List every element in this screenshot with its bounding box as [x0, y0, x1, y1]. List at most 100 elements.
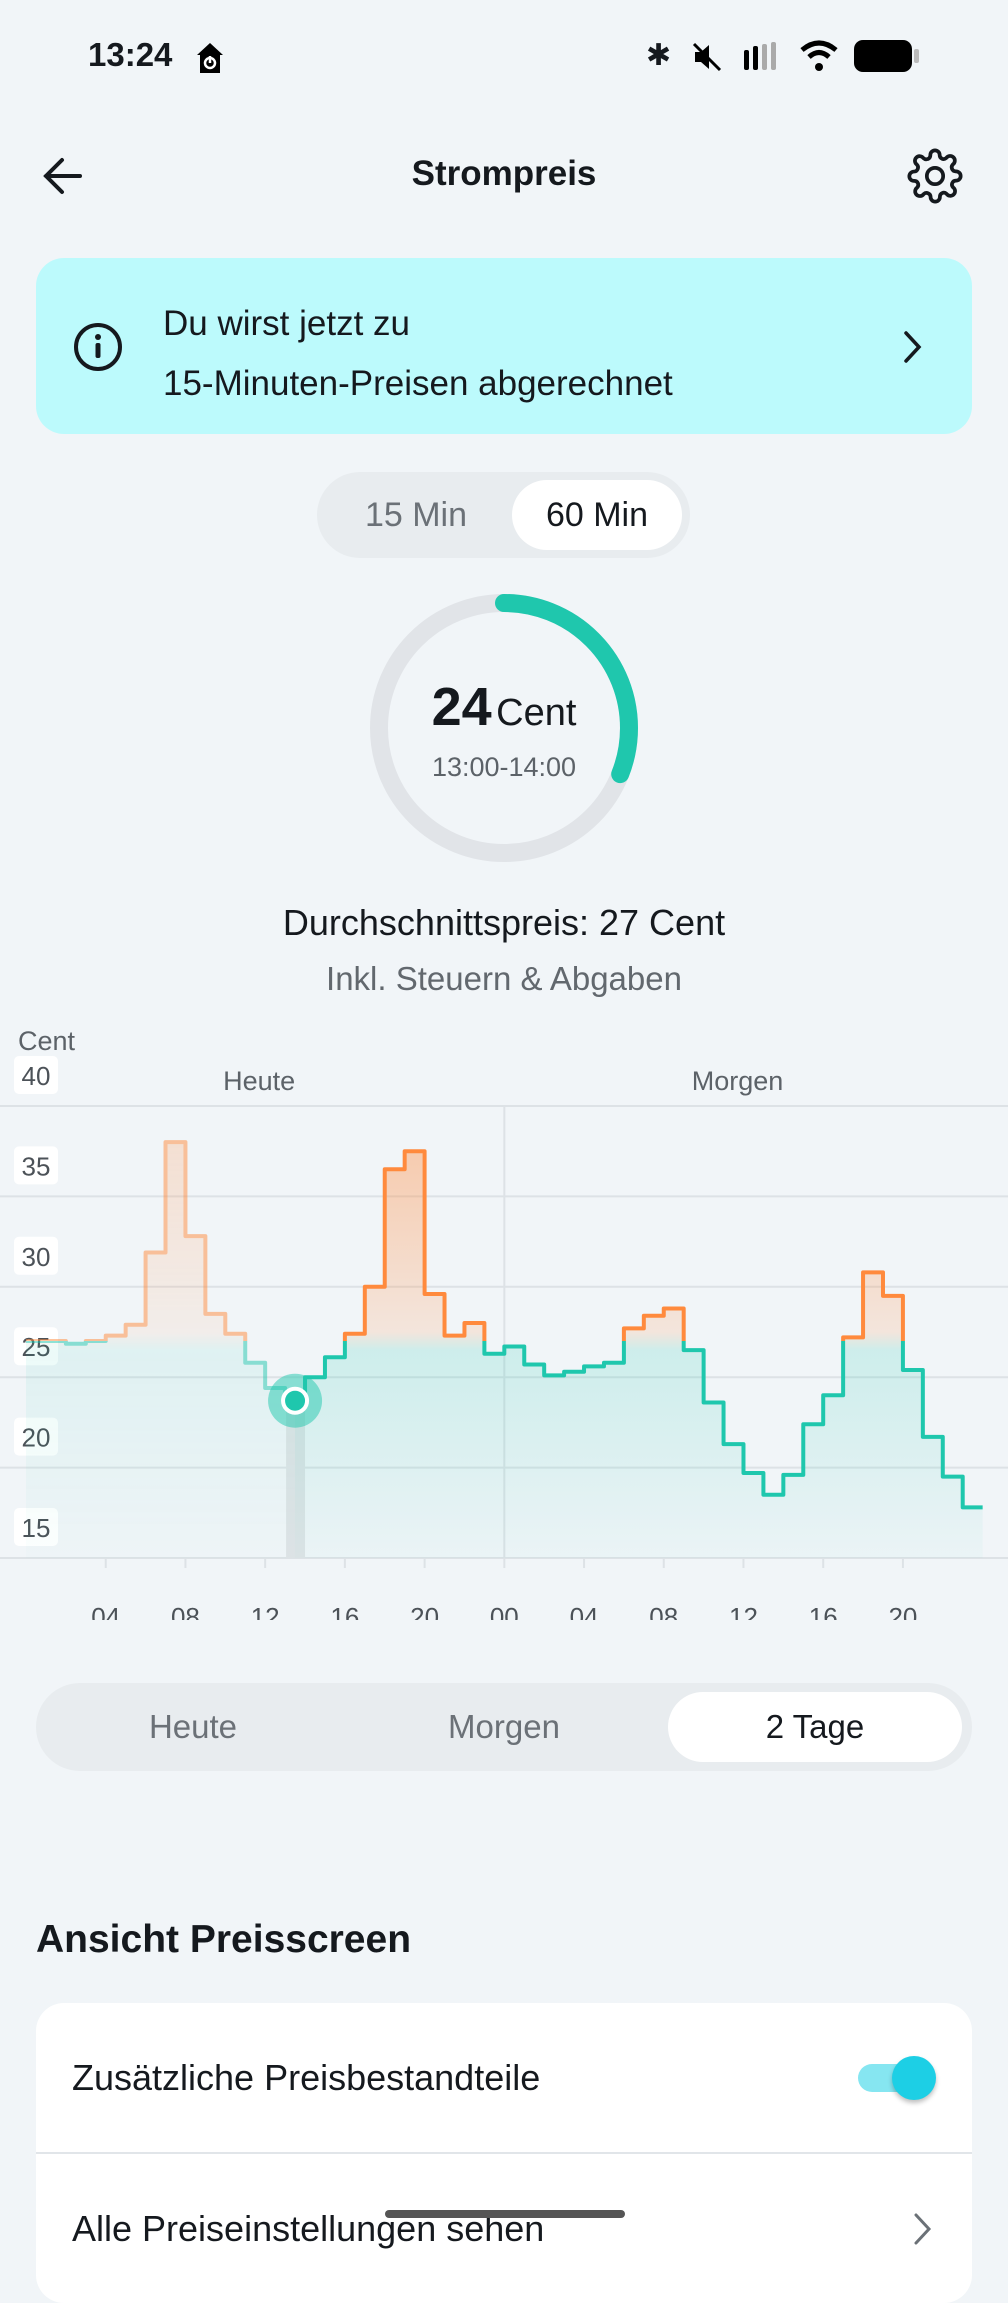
- price-point: [185, 1233, 205, 1239]
- price-point: [743, 1470, 763, 1476]
- tab-morgen[interactable]: Morgen: [448, 1708, 560, 1745]
- info-icon: [74, 323, 122, 371]
- price-point: [943, 1474, 963, 1480]
- row-all-price-settings[interactable]: Alle Preiseinstellungen sehen: [36, 2154, 972, 2303]
- price-point: [405, 1148, 425, 1154]
- gauge-progress: [370, 594, 638, 862]
- price-point: [963, 1504, 983, 1510]
- price-point: [245, 1360, 265, 1366]
- price-chart[interactable]: 1520253035400408121620000408121620 Cent …: [0, 1020, 1008, 1620]
- y-tick-label: 35: [22, 1151, 51, 1181]
- back-arrow-icon[interactable]: [42, 156, 84, 196]
- price-point: [544, 1372, 564, 1378]
- gear-icon[interactable]: [907, 148, 963, 204]
- price-point: [584, 1363, 604, 1369]
- x-tick-label: 20: [888, 1602, 917, 1620]
- x-tick-label: 00: [490, 1602, 519, 1620]
- price-point: [146, 1249, 166, 1255]
- price-point: [425, 1291, 445, 1297]
- settings-card: Zusätzliche Preisbestandteile Alle Preis…: [36, 2003, 972, 2303]
- price-point: [464, 1320, 484, 1326]
- home-indicator[interactable]: [385, 2210, 625, 2218]
- price-point: [504, 1343, 524, 1349]
- price-point: [484, 1351, 504, 1357]
- price-point: [863, 1269, 883, 1275]
- price-point: [524, 1362, 544, 1368]
- option-15-min[interactable]: 15 Min: [364, 496, 468, 534]
- price-point: [724, 1441, 744, 1447]
- price-components-toggle[interactable]: [858, 2055, 936, 2100]
- battery-icon: [854, 40, 919, 72]
- price-point: [684, 1347, 704, 1353]
- price-point: [903, 1367, 923, 1373]
- x-tick-label: 12: [729, 1602, 758, 1620]
- price-point: [325, 1354, 345, 1360]
- current-marker: [281, 1386, 310, 1415]
- price-point: [604, 1360, 624, 1366]
- signal-icon: [744, 42, 776, 70]
- page-title: Strompreis: [411, 154, 597, 193]
- x-tick-label: 12: [251, 1602, 280, 1620]
- price-point: [205, 1311, 225, 1317]
- price-point: [923, 1434, 943, 1440]
- price-area: [295, 1151, 983, 1558]
- price-point: [803, 1421, 823, 1427]
- price-point: [843, 1334, 863, 1340]
- status-time: 13:24: [88, 36, 173, 73]
- price-line: [26, 1140, 296, 1403]
- price-series-past: [26, 1140, 296, 1558]
- price-point: [86, 1338, 106, 1344]
- current-price-unit: Cent: [496, 692, 577, 734]
- tab-heute[interactable]: Heute: [148, 1708, 238, 1745]
- price-point: [783, 1472, 803, 1478]
- row-additional-price-components[interactable]: Zusätzliche Preisbestandteile: [36, 2003, 972, 2152]
- price-point: [664, 1305, 684, 1311]
- x-tick-label: 08: [171, 1602, 200, 1620]
- current-price: 24: [431, 677, 492, 737]
- y-tick-label: 40: [22, 1061, 51, 1091]
- divider: [36, 2152, 972, 2154]
- price-line: [295, 1149, 983, 1510]
- price-point: [763, 1492, 783, 1498]
- tax-note: Inkl. Steuern & Abgaben: [326, 960, 682, 997]
- tab-2-tage[interactable]: 2 Tage: [668, 1692, 962, 1762]
- banner-line-2: 15-Minuten-Preisen abgerechnet: [163, 364, 673, 403]
- chevron-right-icon: [914, 2213, 932, 2245]
- y-tick-label: 30: [22, 1242, 51, 1272]
- chevron-right-icon: [904, 331, 922, 363]
- price-gauge: [370, 594, 638, 862]
- x-tick-label: 04: [570, 1602, 599, 1620]
- price-point: [46, 1338, 66, 1344]
- price-point: [564, 1369, 584, 1375]
- price-point: [166, 1139, 186, 1145]
- y-tick-bg: [14, 1146, 58, 1185]
- price-point: [345, 1331, 365, 1337]
- option-60-min[interactable]: 60 Min: [512, 480, 682, 550]
- resolution-toggle: 15 Min 60 Min: [317, 472, 690, 558]
- wifi-icon: [800, 40, 838, 71]
- home-power-icon: [197, 43, 223, 73]
- day-label-tomorrow: Morgen: [692, 1066, 784, 1096]
- bluetooth-icon: ✱: [646, 39, 672, 72]
- price-point: [644, 1313, 664, 1319]
- price-point: [66, 1341, 86, 1347]
- price-point: [883, 1293, 903, 1299]
- section-title: Ansicht Preisscreen: [36, 1918, 412, 1961]
- x-tick-label: 20: [410, 1602, 439, 1620]
- price-point: [823, 1392, 843, 1398]
- price-point: [106, 1333, 126, 1339]
- y-tick-bg: [14, 1236, 58, 1275]
- x-tick-label: 04: [91, 1602, 120, 1620]
- price-series-future: [295, 1149, 983, 1558]
- billing-info-banner[interactable]: Du wirst jetzt zu 15-Minuten-Preisen abg…: [36, 258, 972, 434]
- price-point: [126, 1322, 146, 1328]
- x-tick-label: 16: [809, 1602, 838, 1620]
- price-point: [704, 1400, 724, 1406]
- price-point: [624, 1325, 644, 1331]
- price-point: [225, 1331, 245, 1337]
- x-tick-label: 08: [649, 1602, 678, 1620]
- y-tick-bg: [14, 1056, 58, 1094]
- average-price: Durchschnittspreis: 27 Cent: [282, 902, 726, 943]
- y-axis-label: Cent: [18, 1026, 76, 1056]
- row-label: Zusätzliche Preisbestandteile: [72, 2056, 541, 2098]
